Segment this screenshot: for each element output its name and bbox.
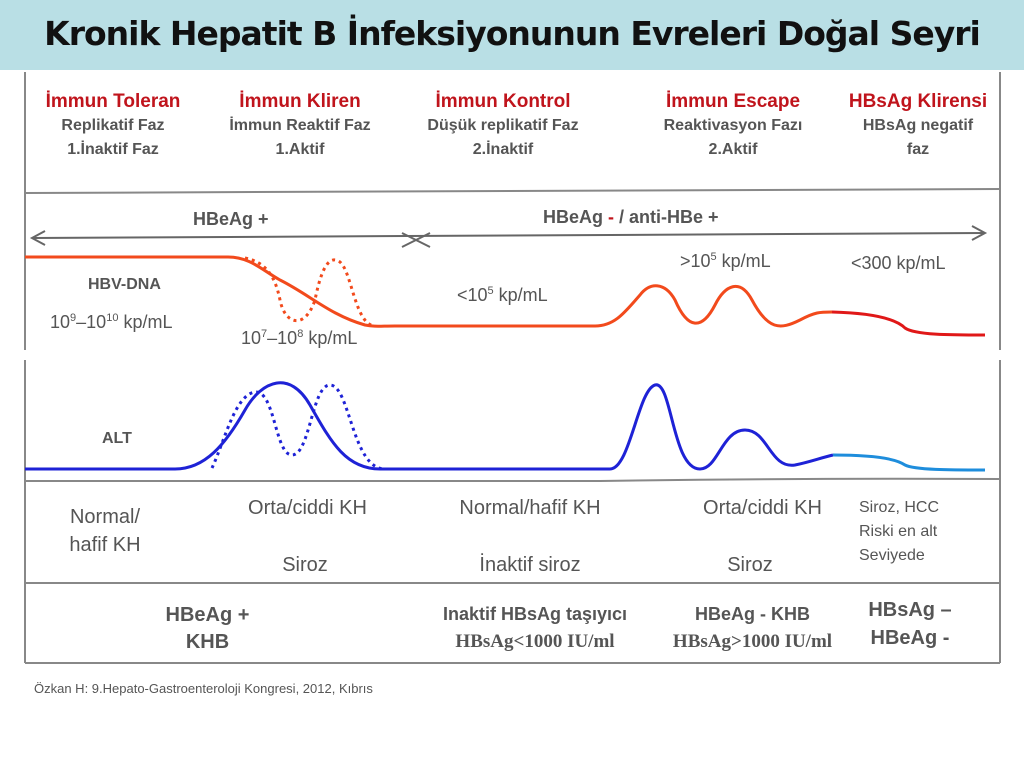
diagnosis-inactive-carrier: Inaktif HBsAg taşıyıcı HBsAg<1000 IU/ml <box>442 604 628 652</box>
diagnosis-hbeag-negative: HBeAg - KHB HBsAg>1000 IU/ml <box>672 604 833 652</box>
phase-name: İmmun Escape <box>665 91 801 112</box>
phase-name: İmmun Kontrol <box>435 91 571 112</box>
phase-immune-control: İmmun Kontrol Düşük replikatif Faz 2.İna… <box>403 90 603 162</box>
phase-immune-clearance: İmmun Kliren İmmun Reaktif Faz 1.Aktif <box>210 90 390 162</box>
histology-control-cirrhosis: İnaktif siroz <box>479 554 581 576</box>
phase-line1: Düşük replikatif Faz <box>427 117 579 134</box>
title-band <box>0 0 1024 70</box>
hbv-dna-value-hbsag-clearance: <300 kp/mL <box>851 253 946 273</box>
hbv-dna-dotted-curve <box>244 256 376 328</box>
phase-line2: 2.İnaktif <box>472 141 534 158</box>
phase-line1: İmmun Reaktif Faz <box>229 117 371 134</box>
slide-title: Kronik Hepatit B İnfeksiyonunun Evreleri… <box>44 14 981 53</box>
histology-escape-cirrhosis: Siroz <box>727 554 773 576</box>
hbv-dna-curve <box>25 255 833 328</box>
hbv-dna-value-clearance: 107–108 kp/mL <box>241 328 358 348</box>
alt-curve <box>25 381 834 471</box>
dash: - <box>603 207 620 227</box>
hbeag-positive-label: HBeAg + <box>193 209 269 229</box>
phase-name: İmmun Toleran <box>45 91 181 112</box>
histology-hbsag-clearance: Siroz, HCC Riski en alt Seviyede <box>859 499 940 564</box>
hbv-dna-label: HBV-DNA <box>88 276 161 293</box>
histology-escape: Orta/ciddi KH <box>703 497 822 519</box>
hbv-dna-value-escape: >105 kp/mL <box>680 251 771 271</box>
phase-name: İmmun Kliren <box>239 91 361 112</box>
phase-line2: 1.İnaktif Faz <box>67 141 159 158</box>
alt-label: ALT <box>102 430 132 447</box>
hbeag-text: HBeAg <box>543 207 604 227</box>
phase-line2: 1.Aktif <box>275 141 325 158</box>
phase-line2: faz <box>906 141 930 158</box>
phase-line1: Reaktivasyon Fazı <box>663 117 803 134</box>
diagnosis-hbeag-positive: HBeAg + KHB <box>165 604 250 653</box>
histology-control: Normal/hafif KH <box>459 497 601 519</box>
hbeag-negative-label: HBeAg - / anti-HBe + <box>543 207 719 228</box>
hbv-dna-value-tolerant: 109–1010 kp/mL <box>50 312 173 332</box>
phase-line1: HBsAg negatif <box>862 117 974 134</box>
phase-immune-escape: İmmun Escape Reaktivasyon Fazı 2.Aktif <box>643 90 823 162</box>
hbeag-arrow <box>29 225 988 248</box>
anti-hbe-text: / anti-HBe + <box>619 207 719 227</box>
divider-phases <box>24 188 1001 194</box>
histology-clearance: Orta/ciddi KH <box>248 497 367 519</box>
alt-dotted-curve <box>210 383 386 471</box>
phase-line2: 2.Aktif <box>708 141 758 158</box>
hbv-dna-curve-clearance <box>831 310 986 337</box>
diagnosis-hbsag-negative: HBsAg – HBeAg - <box>868 599 952 649</box>
alt-curve-clearance <box>832 453 986 472</box>
hbv-dna-value-control: <105 kp/mL <box>457 285 548 305</box>
citation: Özkan H: 9.Hepato-Gastroenteroloji Kongr… <box>34 681 373 696</box>
phase-line1: Replikatif Faz <box>61 117 165 134</box>
histology-clearance-cirrhosis: Siroz <box>282 554 328 576</box>
histology-tolerant: Normal/hafif KH <box>69 506 141 556</box>
phase-immune-tolerant: İmmun Toleran Replikatif Faz 1.İnaktif F… <box>23 90 203 162</box>
phase-hbsag-clearance: HBsAg Klirensi HBsAg negatif faz <box>828 90 1008 162</box>
divider-histology <box>25 477 1001 482</box>
phase-name: HBsAg Klirensi <box>848 91 988 112</box>
